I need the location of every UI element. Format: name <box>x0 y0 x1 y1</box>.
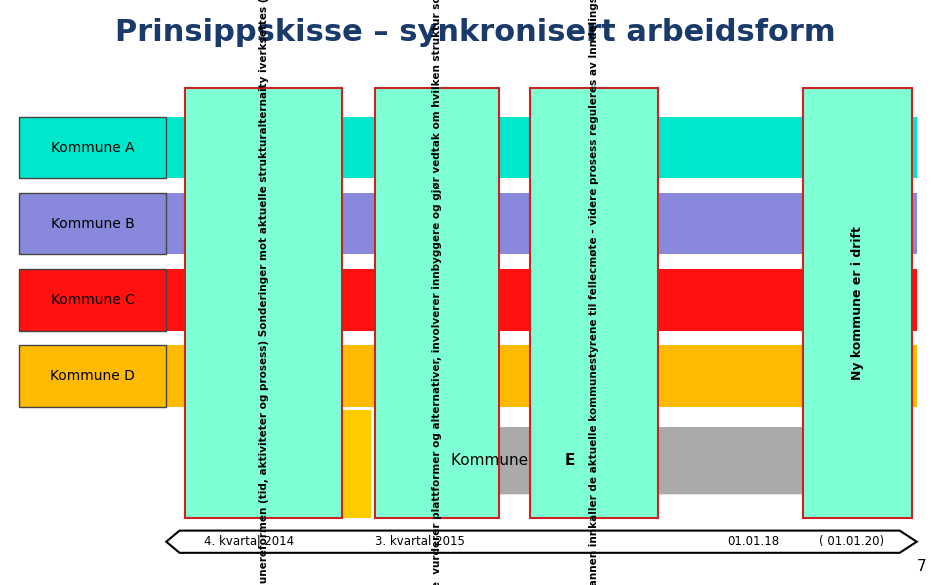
Bar <box>530 88 658 518</box>
Bar <box>19 345 917 407</box>
Text: Hver kommune  vurderer plattformer og alternativer, involverer innbyggere og gjø: Hver kommune vurderer plattformer og alt… <box>432 0 442 585</box>
Text: Kommune D: Kommune D <box>50 369 135 383</box>
Text: E: E <box>564 453 575 468</box>
Text: 7: 7 <box>917 559 926 574</box>
Text: 3. kvartal 2015: 3. kvartal 2015 <box>375 535 466 548</box>
Text: 01.01.18: 01.01.18 <box>727 535 779 548</box>
Text: ( 01.01.20): ( 01.01.20) <box>819 535 884 548</box>
Bar <box>19 345 166 407</box>
Bar <box>19 117 917 178</box>
Bar <box>340 410 371 518</box>
Bar <box>185 88 342 518</box>
Text: Kommune A: Kommune A <box>50 141 135 154</box>
Polygon shape <box>375 427 912 494</box>
Text: Kommune C: Kommune C <box>50 293 135 307</box>
Text: Kommunen  tar stilling til temaer og synkronisering av arbeidet med kommunerefor: Kommunen tar stilling til temaer og synk… <box>258 0 269 585</box>
Text: Kommune: Kommune <box>451 453 533 468</box>
Text: Ny kommune er i drift: Ny kommune er i drift <box>851 226 864 380</box>
Bar <box>19 269 166 331</box>
Bar <box>803 88 912 518</box>
Text: Prinsippskisse – synkronisert arbeidsform: Prinsippskisse – synkronisert arbeidsfor… <box>115 18 835 47</box>
Text: Kommune B: Kommune B <box>50 217 135 230</box>
Bar <box>19 193 917 254</box>
Text: Fylkesmannen innkaller de aktuelle kommunestyrene til fellесmøte - videre proses: Fylkesmannen innkaller de aktuelle kommu… <box>589 0 599 585</box>
Polygon shape <box>166 531 917 553</box>
Bar <box>19 193 166 254</box>
Bar <box>19 269 917 331</box>
Bar <box>375 88 499 518</box>
Bar <box>19 117 166 178</box>
Text: 4. kvartal 2014: 4. kvartal 2014 <box>204 535 294 548</box>
